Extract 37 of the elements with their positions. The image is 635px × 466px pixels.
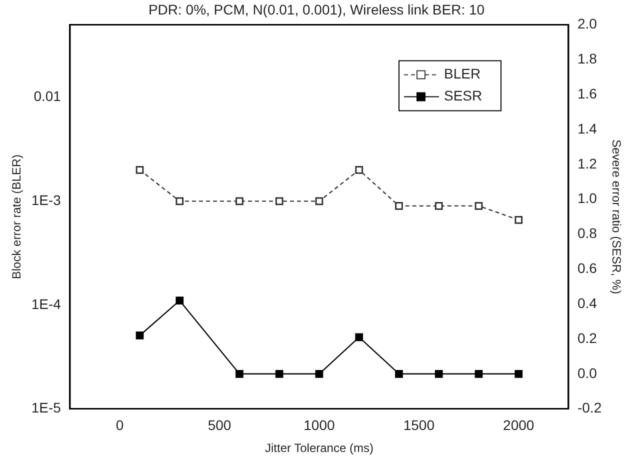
- y2-tick-label: 0.6: [577, 260, 598, 276]
- y2-tick-label: 0.4: [577, 294, 598, 311]
- point: [136, 166, 144, 174]
- point: [474, 202, 483, 210]
- legend-label: BLER: [444, 66, 481, 82]
- y2-tick-label: 1.0: [577, 190, 598, 206]
- x-tick-label: 0: [116, 417, 124, 434]
- point: [434, 202, 443, 210]
- point: [355, 166, 364, 174]
- y2-tick-label: 0.8: [577, 225, 598, 242]
- x-tick-label: 1000: [304, 417, 336, 434]
- legend-label: SESR: [444, 88, 482, 104]
- x-tick-label: 500: [208, 417, 232, 434]
- point: [176, 197, 184, 206]
- x-tick-label: 1500: [403, 417, 435, 434]
- point: [514, 216, 523, 224]
- point: [275, 197, 284, 206]
- y2-axis-title: Severe error ratio (SESR, %): [609, 139, 624, 294]
- y2-tick-label: -0.2: [577, 400, 602, 416]
- y-tick-label: 1E-3: [31, 192, 62, 208]
- y2-tick-label: 2.0: [577, 16, 598, 32]
- y-tick-label: 0.01: [34, 88, 62, 104]
- y-tick-label: 1E-4: [31, 296, 62, 312]
- y2-tick-label: 1.4: [577, 120, 598, 136]
- y2-tick-label: 0.2: [577, 330, 598, 346]
- y2-tick-label: 1.6: [577, 85, 598, 102]
- point: [315, 197, 324, 206]
- point: [236, 197, 244, 206]
- y2-tick-label: 0.0: [577, 364, 598, 381]
- x-axis-title: Jitter Tolerance (ms): [264, 441, 374, 456]
- y2-tick-label: 1.8: [577, 50, 598, 67]
- point: [395, 202, 403, 210]
- y-axis-title: Block error rate (BLER): [10, 154, 24, 280]
- x-tick-label: 2000: [503, 417, 534, 434]
- chart-title: PDR: 0%, PCM, N(0.01, 0.001), Wireless link BER: 10: [148, 1, 485, 18]
- y2-tick-label: 1.2: [577, 155, 598, 172]
- y-tick-label: 1E-5: [31, 400, 62, 416]
